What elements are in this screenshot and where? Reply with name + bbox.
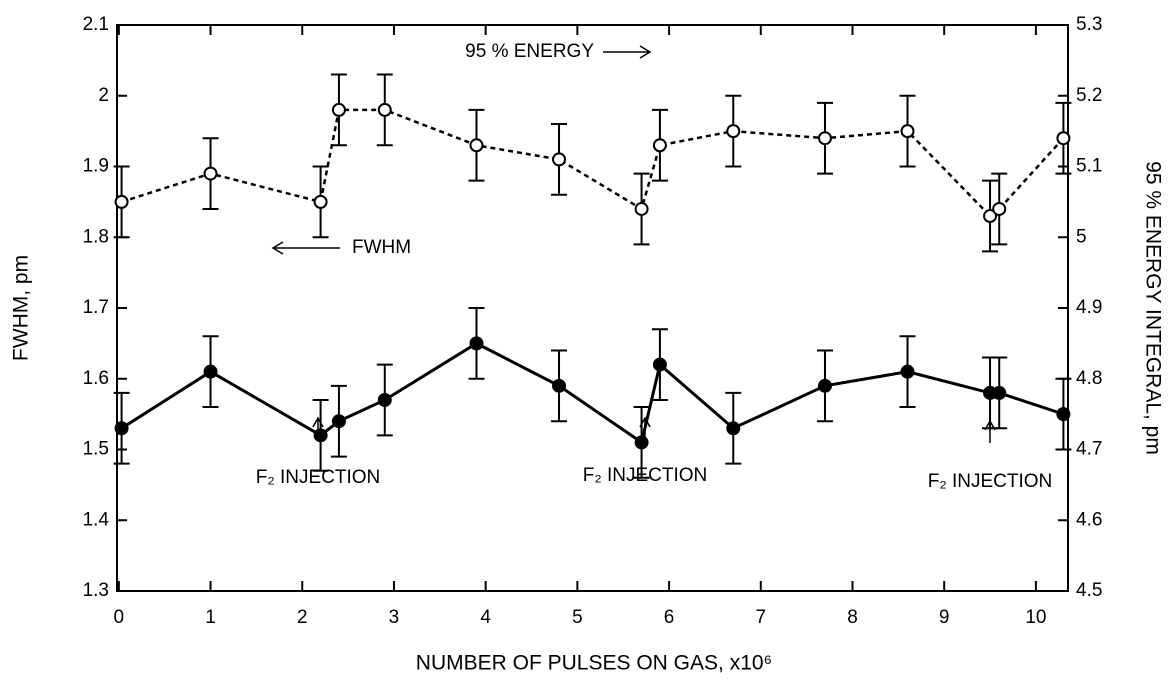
data-point: [469, 336, 484, 351]
x-tick-label: 7: [755, 607, 766, 628]
data-point: [652, 138, 667, 153]
annotation: FWHM: [352, 237, 411, 258]
annotation: F₂ INJECTION: [928, 471, 1053, 492]
data-point: [992, 201, 1007, 216]
data-point: [634, 201, 649, 216]
y2-axis-label: 95 % ENERGY INTEGRAL, pm: [1141, 161, 1164, 455]
x-tick-label: 5: [572, 607, 583, 628]
data-point: [552, 378, 567, 393]
data-point: [1056, 131, 1071, 146]
data-point: [377, 102, 392, 117]
data-point: [313, 194, 328, 209]
y2-tick-label: 5.2: [1076, 85, 1102, 106]
y-tick-label: 2: [98, 85, 109, 106]
y2-tick-label: 4.5: [1076, 580, 1102, 601]
x-tick-label: 9: [939, 607, 950, 628]
data-point: [114, 421, 129, 436]
data-point: [726, 124, 741, 139]
data-point: [203, 166, 218, 181]
y2-tick-label: 5.1: [1076, 156, 1102, 177]
y2-tick-label: 4.8: [1076, 368, 1102, 389]
series-line: [121, 108, 1065, 218]
x-tick-label: 1: [205, 607, 216, 628]
plot-frame: [116, 24, 1069, 592]
x-tick-label: 3: [389, 607, 400, 628]
data-point: [377, 392, 392, 407]
y-axis-label: FWHM, pm: [10, 255, 33, 361]
data-point: [817, 131, 832, 146]
series-line: [120, 341, 1064, 445]
data-point: [552, 152, 567, 167]
annotation: F₂ INJECTION: [583, 465, 708, 486]
y-tick-label: 1.4: [83, 509, 110, 530]
y2-tick-label: 4.9: [1076, 297, 1102, 318]
data-point: [331, 414, 346, 429]
data-point: [634, 435, 649, 450]
arrow: [984, 419, 996, 443]
y-tick-label: 1.9: [83, 156, 109, 177]
y-tick-label: 1.5: [83, 439, 109, 460]
y-tick-label: 1.8: [83, 226, 109, 247]
x-tick-label: 4: [480, 607, 491, 628]
arrow: [603, 45, 652, 59]
data-point: [983, 209, 998, 224]
data-point: [1056, 407, 1071, 422]
x-tick-label: 2: [297, 607, 308, 628]
y2-tick-label: 5.3: [1076, 14, 1102, 35]
x-tick-label: 8: [847, 607, 858, 628]
annotation: F₂ INJECTION: [256, 467, 381, 488]
annotation: 95 % ENERGY: [465, 41, 594, 62]
data-point: [726, 421, 741, 436]
x-tick-label: 10: [1025, 607, 1046, 628]
y-tick-label: 1.6: [83, 368, 109, 389]
y-tick-label: 2.1: [83, 14, 109, 35]
y-tick-label: 1.3: [83, 580, 109, 601]
data-point: [313, 428, 328, 443]
data-point: [900, 124, 915, 139]
x-tick-label: 6: [664, 607, 675, 628]
data-point: [203, 364, 218, 379]
y-tick-label: 1.7: [83, 297, 109, 318]
y2-tick-label: 5: [1076, 226, 1087, 247]
data-point: [992, 385, 1007, 400]
y2-tick-label: 4.7: [1076, 439, 1102, 460]
arrow: [639, 416, 651, 440]
x-axis-label: NUMBER OF PULSES ON GAS, x10⁶: [416, 652, 772, 675]
y2-tick-label: 4.6: [1076, 509, 1102, 530]
arrow: [271, 241, 340, 255]
data-point: [114, 194, 129, 209]
data-point: [652, 357, 667, 372]
data-point: [331, 102, 346, 117]
data-point: [469, 138, 484, 153]
data-point: [817, 378, 832, 393]
x-tick-label: 0: [114, 607, 125, 628]
arrow: [312, 416, 324, 440]
data-point: [900, 364, 915, 379]
